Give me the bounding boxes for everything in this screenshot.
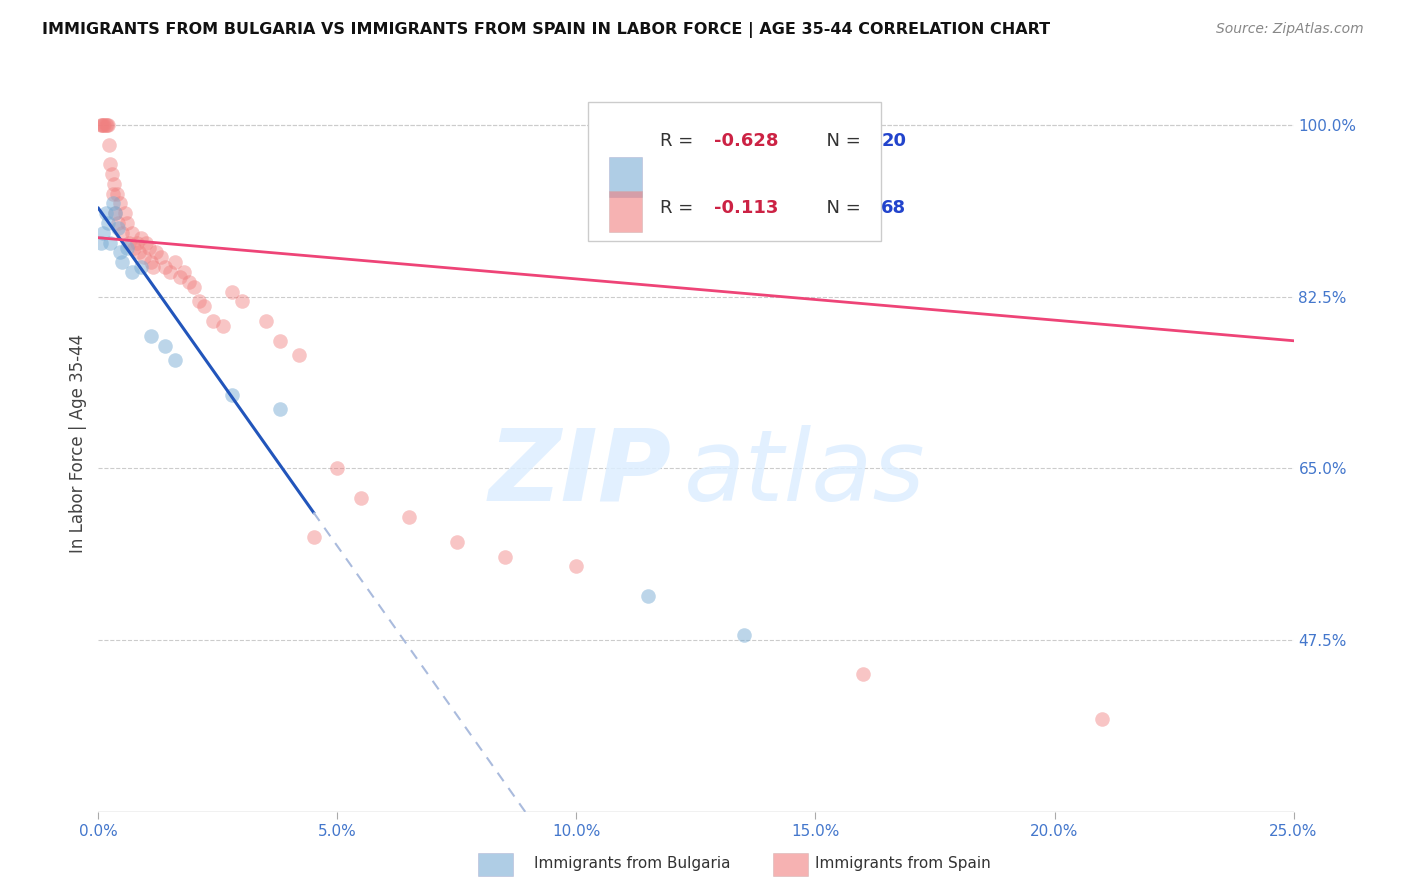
Point (221, 285, 243, 299)
Point (91, 118, 114, 132)
Point (101, 186, 124, 201)
Point (221, 387, 243, 401)
Point (163, 353, 186, 368)
Point (128, 245, 150, 260)
Point (169, 269, 191, 284)
Text: Source: ZipAtlas.com: Source: ZipAtlas.com (1216, 22, 1364, 37)
Point (231, 294, 253, 309)
Point (145, 245, 167, 260)
Point (155, 339, 177, 353)
Point (142, 260, 165, 275)
Point (132, 251, 155, 265)
Point (637, 589, 659, 603)
Point (138, 240, 160, 255)
Point (121, 265, 143, 279)
Point (118, 235, 141, 250)
Text: R =: R = (661, 199, 699, 218)
Point (104, 206, 127, 220)
Y-axis label: In Labor Force | Age 35-44: In Labor Force | Age 35-44 (69, 334, 87, 553)
Point (108, 245, 131, 260)
Point (446, 535, 468, 549)
Point (96, 118, 118, 132)
Point (115, 240, 138, 255)
Point (91, 226, 114, 240)
Point (94, 206, 117, 220)
Text: -0.628: -0.628 (714, 132, 779, 150)
Point (97, 216, 120, 230)
Point (254, 314, 277, 328)
Text: Immigrants from Spain: Immigrants from Spain (815, 856, 991, 871)
Text: -0.113: -0.113 (714, 199, 779, 218)
Point (131, 260, 153, 275)
Point (97, 118, 120, 132)
Point (326, 461, 349, 475)
Point (173, 265, 195, 279)
Point (103, 177, 125, 191)
Point (756, 118, 779, 132)
Text: 20: 20 (882, 132, 907, 150)
Text: N =: N = (815, 199, 868, 218)
Point (98, 157, 122, 171)
Point (288, 348, 311, 362)
Text: atlas: atlas (685, 425, 925, 522)
Point (269, 402, 291, 417)
Point (350, 491, 373, 505)
Point (398, 510, 420, 524)
Point (101, 167, 124, 181)
Point (107, 220, 129, 235)
Point (105, 186, 128, 201)
Point (135, 235, 157, 250)
Point (269, 334, 291, 348)
Bar (609, 157, 643, 197)
Point (131, 231, 153, 245)
Text: 68: 68 (882, 199, 907, 218)
Point (108, 196, 131, 211)
Point (111, 226, 134, 240)
Text: N =: N = (815, 132, 868, 150)
Point (101, 196, 124, 211)
Point (159, 265, 181, 279)
Point (90, 118, 112, 132)
Point (107, 216, 129, 230)
Point (125, 235, 148, 250)
Bar (609, 192, 643, 232)
Point (211, 319, 233, 334)
Point (121, 226, 143, 240)
Point (124, 240, 146, 255)
Point (494, 549, 516, 564)
Point (193, 300, 215, 314)
FancyBboxPatch shape (589, 102, 882, 242)
Point (114, 206, 136, 220)
Point (179, 275, 201, 289)
Text: R =: R = (661, 132, 699, 150)
Point (139, 328, 162, 343)
Point (1091, 712, 1114, 726)
Text: Immigrants from Bulgaria: Immigrants from Bulgaria (534, 856, 731, 871)
Point (91, 118, 114, 132)
Point (90, 235, 112, 250)
Point (302, 530, 325, 544)
Text: IMMIGRANTS FROM BULGARIA VS IMMIGRANTS FROM SPAIN IN LABOR FORCE | AGE 35-44 COR: IMMIGRANTS FROM BULGARIA VS IMMIGRANTS F… (42, 22, 1050, 38)
Point (163, 255, 186, 269)
Point (104, 206, 127, 220)
Point (98, 235, 122, 250)
Point (155, 260, 177, 275)
Point (852, 667, 875, 681)
Point (187, 294, 209, 309)
Point (733, 628, 755, 642)
Point (183, 280, 205, 294)
Point (565, 559, 588, 574)
Point (94, 118, 117, 132)
Point (115, 216, 138, 230)
Point (202, 314, 225, 328)
Point (97, 137, 120, 152)
Point (149, 251, 172, 265)
Text: ZIP: ZIP (489, 425, 672, 522)
Point (111, 255, 134, 269)
Point (93, 118, 115, 132)
Point (139, 255, 162, 269)
